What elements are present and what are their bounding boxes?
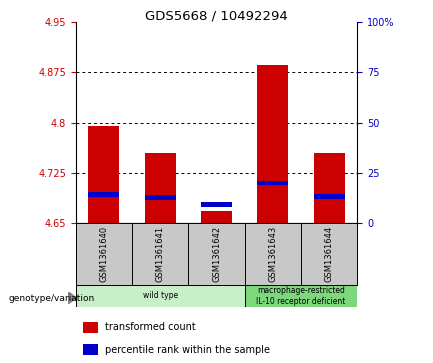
Polygon shape	[68, 292, 76, 304]
Text: GSM1361642: GSM1361642	[212, 226, 221, 282]
Text: GSM1361641: GSM1361641	[156, 226, 165, 282]
Bar	[88, 192, 120, 197]
Bar	[245, 285, 357, 307]
Bar	[313, 194, 345, 199]
Bar	[201, 202, 232, 207]
Text: GDS5668 / 10492294: GDS5668 / 10492294	[145, 9, 288, 22]
Bar	[88, 126, 120, 223]
Text: genotype/variation: genotype/variation	[9, 294, 95, 303]
Bar	[145, 195, 176, 200]
Bar	[257, 181, 288, 185]
Text: wild type: wild type	[142, 291, 178, 300]
Text: macrophage-restricted
IL-10 receptor deficient: macrophage-restricted IL-10 receptor def…	[256, 286, 346, 306]
Bar	[83, 322, 98, 333]
Text: transformed count: transformed count	[105, 322, 196, 332]
Bar	[313, 153, 345, 223]
Bar	[145, 153, 176, 223]
Bar	[201, 211, 232, 223]
Bar	[257, 65, 288, 223]
Text: GSM1361643: GSM1361643	[268, 226, 277, 282]
Text: GSM1361640: GSM1361640	[100, 226, 108, 282]
Text: percentile rank within the sample: percentile rank within the sample	[105, 345, 270, 355]
Bar	[83, 344, 98, 355]
Bar	[76, 285, 245, 307]
Text: GSM1361644: GSM1361644	[325, 226, 333, 282]
